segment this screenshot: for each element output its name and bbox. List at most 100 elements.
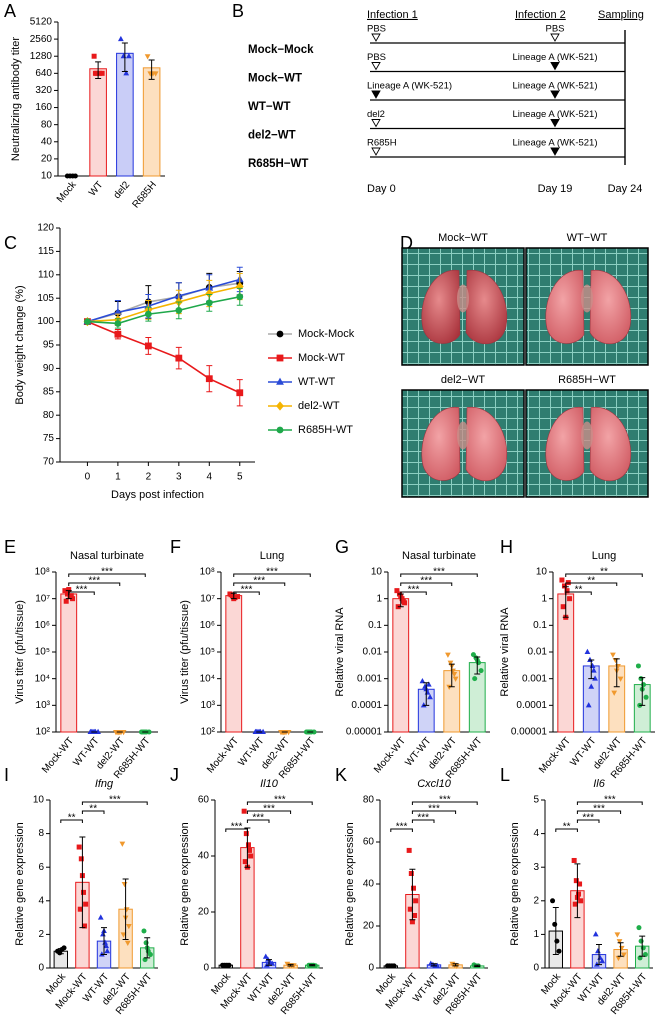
lung-trachea xyxy=(581,284,593,313)
x-axis-label: Days post infection xyxy=(111,489,204,501)
bar xyxy=(225,595,243,733)
panel-title: Il6 xyxy=(593,778,606,790)
data-point xyxy=(571,857,577,863)
y-tick-label: 0.0001 xyxy=(516,700,547,711)
x-tick-label: Mock xyxy=(55,179,79,205)
y-tick-label: 10⁶ xyxy=(35,620,50,631)
data-point xyxy=(113,307,122,315)
data-point xyxy=(561,583,567,589)
significance-bracket xyxy=(576,801,643,805)
y-tick-label: 20 xyxy=(363,921,375,932)
y-tick-label: 10 xyxy=(371,567,383,578)
y-tick-label: 80 xyxy=(41,119,53,130)
significance-bracket xyxy=(68,591,95,595)
y-tick-label: 40 xyxy=(363,879,375,890)
y-tick-label: 0 xyxy=(203,963,209,974)
y-tick-label: 10⁸ xyxy=(200,567,215,578)
significance-label: *** xyxy=(231,822,243,833)
data-point xyxy=(66,587,72,593)
data-point xyxy=(575,891,581,897)
data-point xyxy=(406,847,412,853)
error-bar xyxy=(309,964,316,967)
second-infection: Lineage A (WK-521) xyxy=(512,138,597,149)
data-point xyxy=(556,948,562,954)
significance-bracket xyxy=(68,582,121,586)
data-point xyxy=(592,675,598,681)
data-point xyxy=(236,389,244,397)
second-infection: Lineage A (WK-521) xyxy=(512,81,597,92)
data-point xyxy=(640,945,646,951)
infection-marker xyxy=(371,90,381,99)
panel-title: Lung xyxy=(592,550,616,562)
y-tick-label: 1 xyxy=(533,929,539,940)
legend-label: del2-WT xyxy=(298,400,340,412)
group-name: Mock−Mock xyxy=(248,44,314,56)
data-point xyxy=(588,683,595,689)
significance-label: ** xyxy=(600,567,608,578)
y-axis-label: Relative viral RNA xyxy=(334,607,346,697)
y-axis-label: Relative gene expression xyxy=(179,822,191,946)
significance-bracket xyxy=(555,828,578,832)
significance-bracket xyxy=(411,810,457,814)
data-point xyxy=(205,288,214,299)
data-point xyxy=(638,938,644,944)
data-point xyxy=(235,594,241,600)
error-bar xyxy=(57,948,64,955)
y-tick-label: 0.1 xyxy=(533,620,547,631)
data-point xyxy=(434,962,441,968)
data-point xyxy=(245,842,251,848)
y-axis-label: Body weight change (%) xyxy=(14,285,26,404)
data-point xyxy=(572,901,578,907)
error-bar xyxy=(474,964,481,968)
data-point xyxy=(584,648,591,654)
data-point xyxy=(616,939,623,945)
data-point xyxy=(447,660,454,666)
significance-bracket xyxy=(60,819,83,823)
day-label: Day 19 xyxy=(538,183,573,195)
x-tick-label: 3 xyxy=(176,472,182,483)
data-point xyxy=(262,953,269,959)
error-bar xyxy=(474,656,481,675)
error-bar xyxy=(121,42,128,72)
y-tick-label: 6 xyxy=(38,862,44,873)
y-axis-label: Relative gene expression xyxy=(14,822,26,946)
error-bar xyxy=(144,937,151,959)
significance-label: ** xyxy=(68,813,76,824)
error-bar xyxy=(423,682,430,706)
legend-label: Mock-Mock xyxy=(298,328,355,340)
data-point xyxy=(152,71,159,77)
panel-label: L xyxy=(500,765,510,785)
x-tick-label: Mock-WT xyxy=(40,736,76,776)
data-point xyxy=(64,591,70,597)
data-point xyxy=(587,656,593,663)
significance-label: *** xyxy=(109,795,121,806)
x-tick-label: 1 xyxy=(115,472,121,483)
first-infection: del2 xyxy=(367,109,385,120)
image-label: Mock−WT xyxy=(438,232,488,244)
infection-marker xyxy=(371,62,381,71)
data-point xyxy=(68,593,74,599)
data-point xyxy=(175,354,183,362)
series-line xyxy=(87,320,241,394)
y-tick-label: 10³ xyxy=(201,700,216,711)
data-point xyxy=(408,871,414,876)
significance-bracket xyxy=(576,810,622,814)
y-tick-label: 0.00001 xyxy=(511,727,548,738)
significance-label: *** xyxy=(253,576,265,587)
data-point xyxy=(585,702,592,708)
lung-left-lobe xyxy=(421,270,461,344)
data-point xyxy=(72,173,78,179)
data-point xyxy=(560,604,566,610)
significance-bracket xyxy=(233,573,311,577)
y-tick-label: 4 xyxy=(38,895,44,906)
error-bar xyxy=(79,836,86,929)
data-point xyxy=(617,676,624,682)
significance-label: ** xyxy=(575,585,583,596)
error-bar xyxy=(222,964,229,967)
panel-label: C xyxy=(4,233,17,253)
data-point xyxy=(62,588,68,594)
error-bar xyxy=(613,658,620,688)
data-point xyxy=(285,730,292,736)
significance-bracket xyxy=(233,591,260,595)
panel-title: Ifng xyxy=(95,778,114,790)
